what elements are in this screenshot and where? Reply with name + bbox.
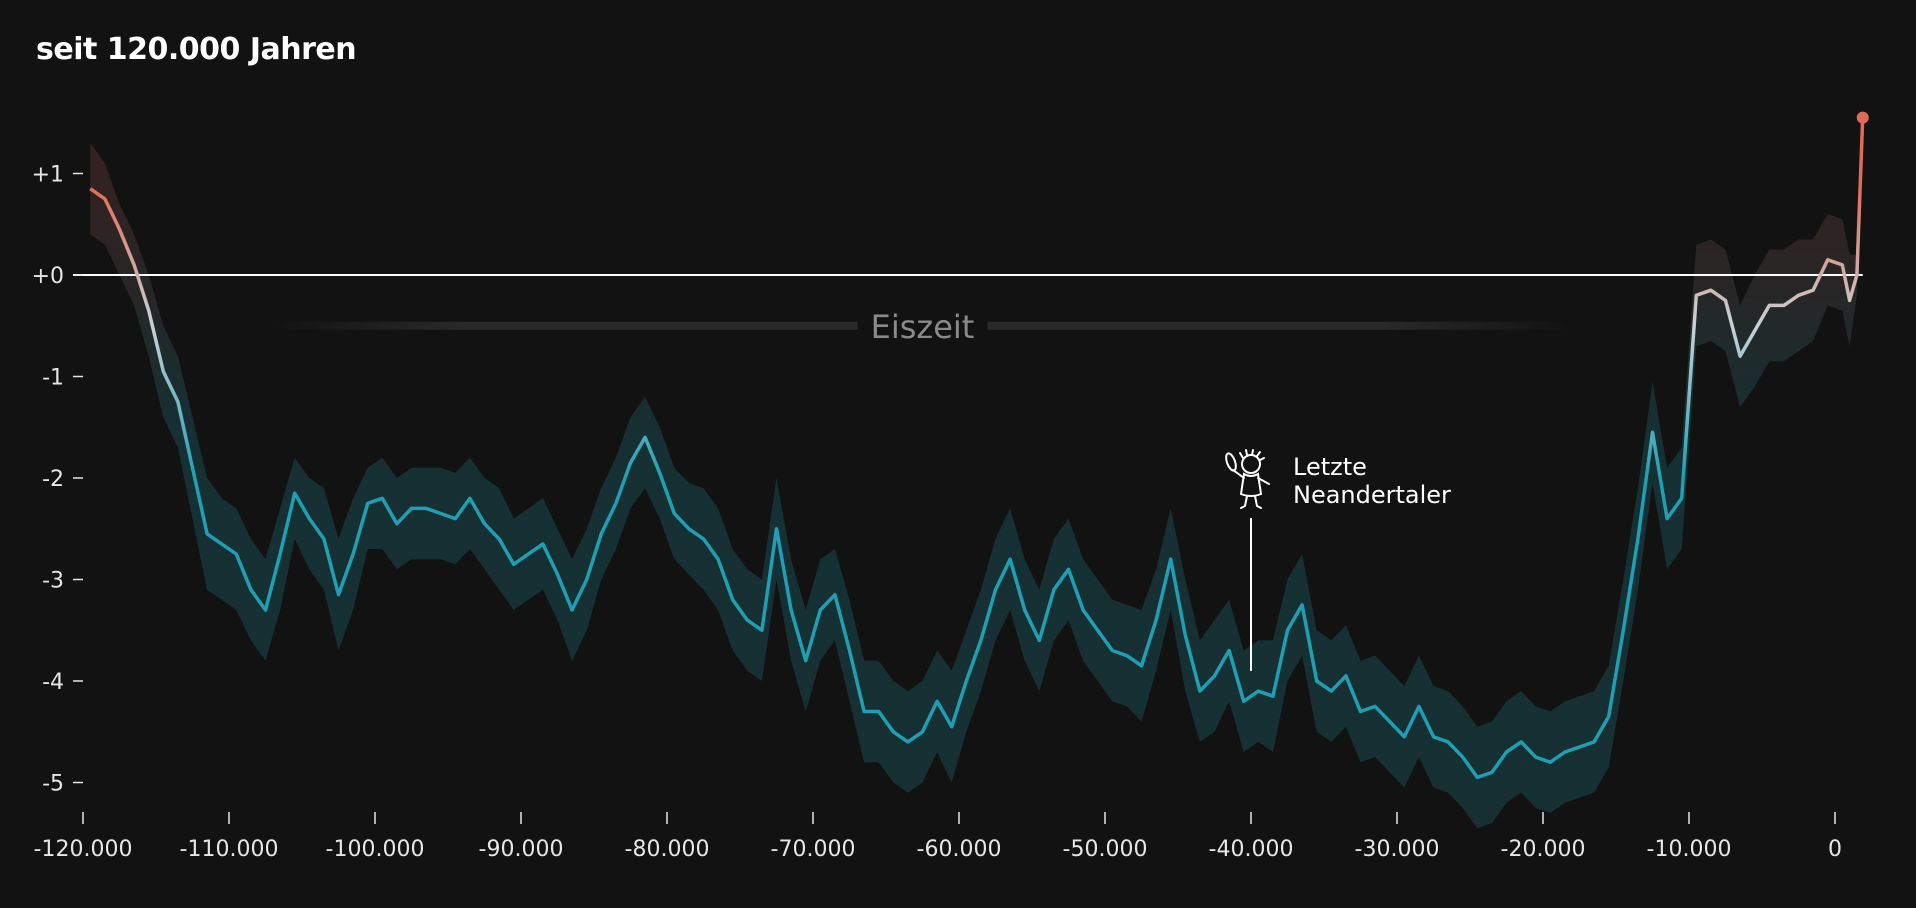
x-tick-label: -40.000 bbox=[1209, 837, 1294, 862]
x-tick-label: -80.000 bbox=[625, 837, 710, 862]
neanderthal-label-line: Letzte bbox=[1293, 453, 1367, 481]
x-tick-label: -100.000 bbox=[326, 837, 425, 862]
neanderthal-legs bbox=[1240, 495, 1262, 509]
y-tick-label: +0 bbox=[32, 264, 64, 289]
neanderthal-figure-icon bbox=[1225, 449, 1270, 509]
neanderthal-label-line: Neandertaler bbox=[1293, 481, 1451, 509]
x-tick-label: -60.000 bbox=[917, 837, 1002, 862]
neanderthal-club bbox=[1225, 452, 1237, 472]
neanderthal-hair bbox=[1239, 449, 1265, 461]
x-tick-label: -120.000 bbox=[34, 837, 133, 862]
eiszeit-label-bg bbox=[857, 301, 988, 350]
y-tick-label: +1 bbox=[32, 163, 64, 188]
neanderthal-head bbox=[1241, 454, 1261, 474]
neanderthal-arms bbox=[1232, 469, 1270, 485]
current-endpoint-dot bbox=[1856, 111, 1869, 124]
x-axis: -120.000 -110.000 -100.000 -90.000 -80.000 -7… bbox=[34, 812, 1842, 862]
x-tick-label: -90.000 bbox=[479, 837, 564, 862]
y-axis: +1 +0 -1 -2 -3 -4 -5 bbox=[32, 163, 83, 797]
y-tick-label: -1 bbox=[42, 366, 64, 391]
uncertainty-band bbox=[90, 117, 1863, 829]
x-tick-label: 0 bbox=[1828, 837, 1842, 862]
y-tick-label: -4 bbox=[42, 670, 64, 695]
y-tick-label: -2 bbox=[42, 467, 64, 492]
temperature-series-line bbox=[89, 117, 1865, 780]
y-tick-label: -5 bbox=[42, 772, 64, 797]
x-tick-label: -20.000 bbox=[1501, 837, 1586, 862]
eiszeit-annotation: Eiszeit bbox=[272, 301, 1573, 350]
eiszeit-label: Eiszeit bbox=[871, 308, 975, 346]
y-tick-label: -3 bbox=[42, 569, 64, 594]
x-tick-label: -70.000 bbox=[771, 837, 856, 862]
x-tick-label: -50.000 bbox=[1063, 837, 1148, 862]
x-tick-label: -110.000 bbox=[180, 837, 279, 862]
x-tick-label: -10.000 bbox=[1647, 837, 1732, 862]
x-tick-label: -30.000 bbox=[1355, 837, 1440, 862]
neanderthal-body bbox=[1239, 472, 1263, 497]
chart-title: seit 120.000 Jahren bbox=[36, 32, 357, 67]
